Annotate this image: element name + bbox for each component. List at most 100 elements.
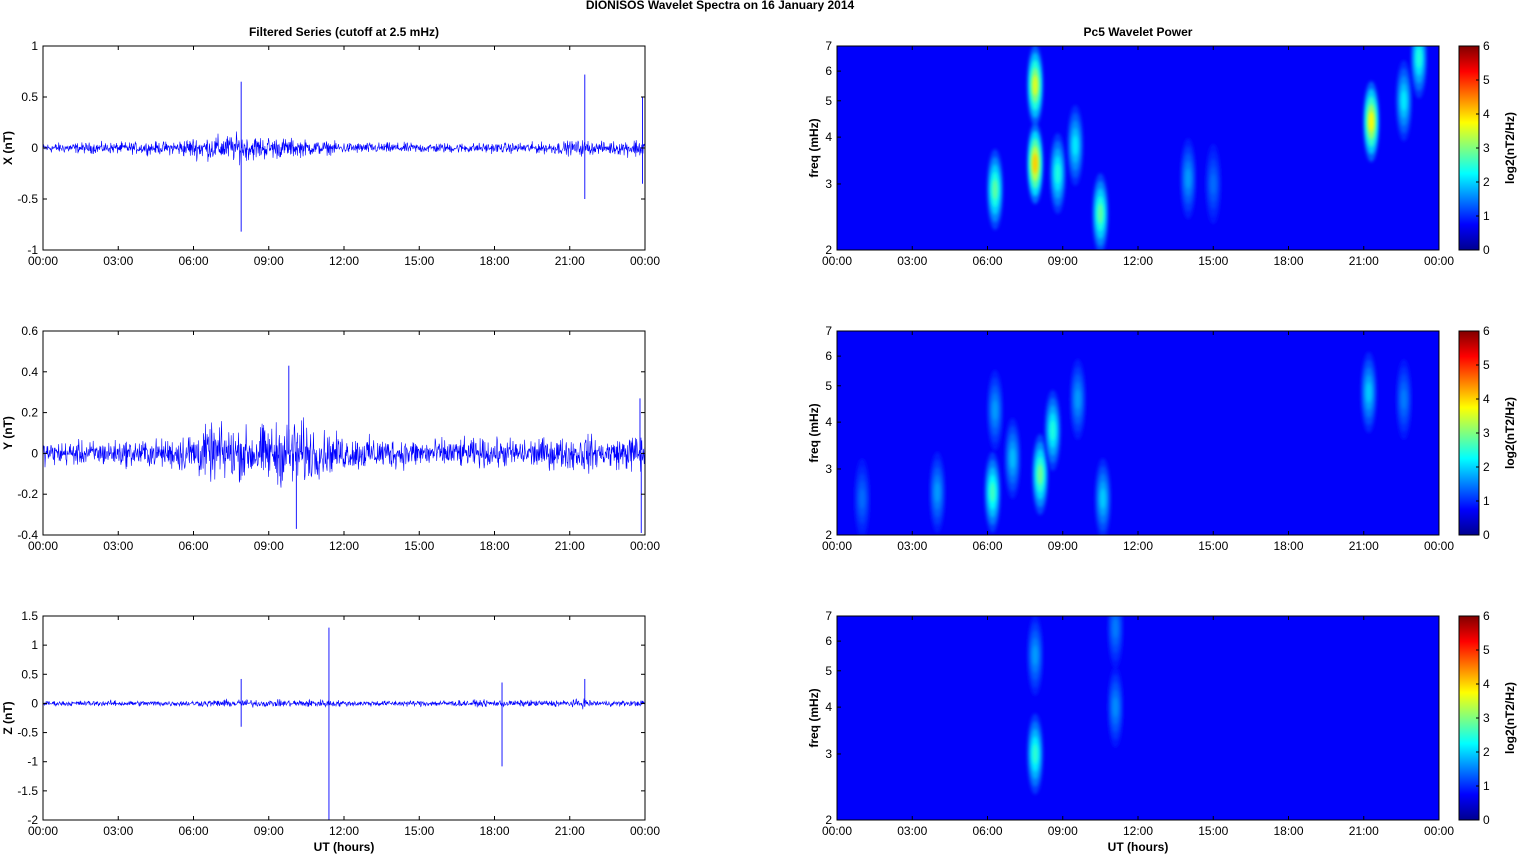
series-x-tick-label: 12:00 xyxy=(329,254,359,268)
y-tick-label: 4 xyxy=(825,415,832,429)
wavelet-x-tick-label: 00:00 xyxy=(1424,824,1454,838)
y-axis-label: freq (mHz) xyxy=(807,688,821,747)
colorbar-tick-label: 1 xyxy=(1483,209,1490,223)
wavelet-power-blob xyxy=(1100,488,1106,509)
y-tick-label: 4 xyxy=(825,130,832,144)
series-x-tick-label: 15:00 xyxy=(404,824,434,838)
series-panel-x: -1 -0.5 0 0.5 1 00:00 03:00 06:00 09:00 12:00 15:0… xyxy=(1,39,660,268)
wavelet-power-blob xyxy=(992,400,998,421)
colorbar-tick-label: 1 xyxy=(1483,779,1490,793)
y-tick-label: 0.5 xyxy=(21,667,38,681)
wavelet-power-blob xyxy=(1055,163,1061,184)
wavelet-power-blob xyxy=(1366,382,1372,403)
wavelet-x-tick-label: 18:00 xyxy=(1273,254,1303,268)
y-tick-label: -1 xyxy=(27,755,38,769)
colorbar-tick-label: 2 xyxy=(1483,460,1490,474)
wavelet-power-blob xyxy=(1032,153,1038,174)
colorbar-tick-label: 1 xyxy=(1483,494,1490,508)
series-x-tick-label: 21:00 xyxy=(555,254,585,268)
y-tick-label: 6 xyxy=(825,64,832,78)
wavelet-x-tick-label: 18:00 xyxy=(1273,824,1303,838)
left-column-title: Filtered Series (cutoff at 2.5 mHz) xyxy=(249,25,439,39)
wavelet-power-blob xyxy=(1401,389,1407,410)
wavelet-power-blob xyxy=(934,482,940,503)
series-x-tick-label: 03:00 xyxy=(103,539,133,553)
wavelet-x-tick-label: 09:00 xyxy=(1048,539,1078,553)
y-tick-label: 5 xyxy=(825,379,832,393)
wavelet-x-tick-label: 00:00 xyxy=(822,254,852,268)
series-x-tick-label: 03:00 xyxy=(103,824,133,838)
wavelet-x-tick-label: 15:00 xyxy=(1198,539,1228,553)
wavelet-power-blob xyxy=(1075,389,1081,410)
wavelet-power-blob xyxy=(1210,173,1216,194)
wavelet-x-tick-label: 12:00 xyxy=(1123,539,1153,553)
series-x-tick-label: 03:00 xyxy=(103,254,133,268)
wavelet-x-tick-label: 09:00 xyxy=(1048,254,1078,268)
colorbar: 0 1 2 3 4 5 6 log2(nT2/Hz) xyxy=(1458,609,1517,827)
wavelet-power-blob xyxy=(1185,168,1191,189)
series-x-tick-label: 00:00 xyxy=(28,824,58,838)
series-x-tick-label: 21:00 xyxy=(555,539,585,553)
y-tick-label: 0.4 xyxy=(21,365,38,379)
heatmap-blobs xyxy=(986,46,1428,250)
series-x-tick-label: 06:00 xyxy=(178,539,208,553)
series-line-x xyxy=(42,131,646,166)
y-tick-label: 7 xyxy=(825,39,832,53)
wavelet-power-blob xyxy=(1032,645,1038,666)
colorbar-label: log2(nT2/Hz) xyxy=(1503,682,1517,754)
wavelet-power-blob xyxy=(1401,90,1407,111)
heatmap-background xyxy=(837,616,1439,820)
series-x-tick-label: 18:00 xyxy=(479,824,509,838)
wavelet-x-tick-label: 03:00 xyxy=(897,254,927,268)
y-tick-label: -0.5 xyxy=(17,726,38,740)
wavelet-x-tick-label: 15:00 xyxy=(1198,254,1228,268)
y-tick-label: -0.2 xyxy=(17,487,38,501)
heatmap-blobs xyxy=(853,352,1412,535)
wavelet-power-blob xyxy=(1097,203,1103,224)
wavelet-x-tick-label: 09:00 xyxy=(1048,824,1078,838)
series-x-tick-label: 09:00 xyxy=(254,254,284,268)
wavelet-x-tick-label: 15:00 xyxy=(1198,824,1228,838)
y-axis-label: X (nT) xyxy=(1,131,15,165)
y-tick-label: 0 xyxy=(31,446,38,460)
wavelet-power-blob xyxy=(1368,111,1374,132)
series-x-tick-label: 18:00 xyxy=(479,254,509,268)
wavelet-power-blob xyxy=(1037,464,1043,485)
series-x-tick-label: 09:00 xyxy=(254,539,284,553)
y-tick-label: 0.5 xyxy=(21,90,38,104)
colorbar-tick-label: 0 xyxy=(1483,813,1490,827)
wavelet-x-tick-label: 21:00 xyxy=(1349,539,1379,553)
colorbar-tick-label: 3 xyxy=(1483,711,1490,725)
colorbar-tick-label: 4 xyxy=(1483,677,1490,691)
y-tick-label: 0.6 xyxy=(21,324,38,338)
series-x-tick-label: 12:00 xyxy=(329,539,359,553)
y-tick-label: 2 xyxy=(825,243,832,257)
series-x-tick-label: 06:00 xyxy=(178,254,208,268)
series-x-tick-label: 00:00 xyxy=(28,254,58,268)
wavelet-panel-z: 2 3 4 5 6 7 00:00 03:00 06:00 09:00 12:00 15:00 18:0… xyxy=(807,609,1517,838)
series-x-tick-label: 00:00 xyxy=(28,539,58,553)
wavelet-x-tick-label: 00:00 xyxy=(822,539,852,553)
colorbar-tick-label: 0 xyxy=(1483,243,1490,257)
wavelet-power-blob xyxy=(1032,743,1038,764)
wavelet-x-tick-label: 06:00 xyxy=(972,824,1002,838)
colorbar-tick-label: 5 xyxy=(1483,358,1490,372)
wavelet-x-tick-label: 06:00 xyxy=(972,254,1002,268)
colorbar-tick-label: 4 xyxy=(1483,392,1490,406)
y-tick-label: -0.5 xyxy=(17,192,38,206)
y-tick-label: -0.4 xyxy=(17,528,38,542)
y-tick-label: 3 xyxy=(825,747,832,761)
y-axis-label: Y (nT) xyxy=(1,416,15,450)
wavelet-power-blob xyxy=(1032,75,1038,96)
y-tick-label: 3 xyxy=(825,177,832,191)
series-x-tick-label: 00:00 xyxy=(630,539,660,553)
wavelet-panel-y: 2 3 4 5 6 7 00:00 03:00 06:00 09:00 12:00 15:00 18:0… xyxy=(807,324,1517,553)
panels: -1 -0.5 0 0.5 1 00:00 03:00 06:00 09:00 12:00 15:0… xyxy=(1,39,1517,838)
y-tick-label: 5 xyxy=(825,664,832,678)
plot-area xyxy=(43,616,645,820)
y-tick-label: -1.5 xyxy=(17,784,38,798)
heatmap-background xyxy=(837,331,1439,535)
y-tick-label: -2 xyxy=(27,813,38,827)
